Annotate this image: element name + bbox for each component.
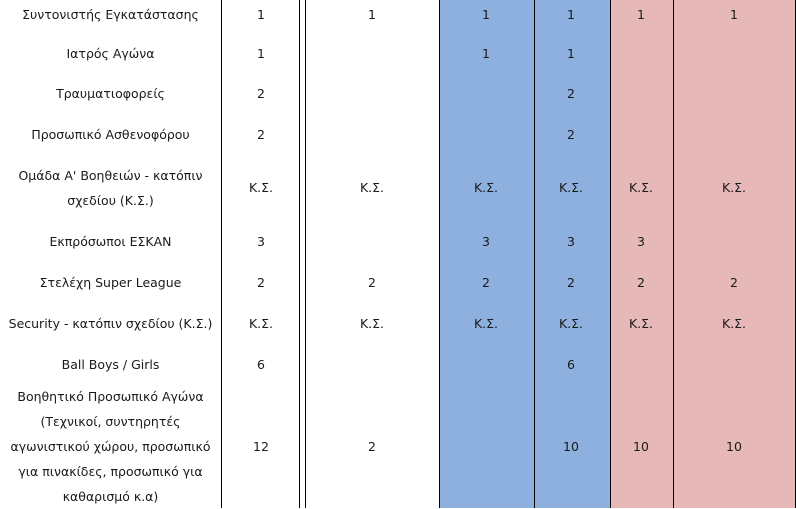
role-cell: Συντονιστής Εγκατάστασης [22,6,199,22]
value-cell [611,73,671,114]
value-cell [704,32,764,74]
value-cell [704,114,764,155]
value-cell: Κ.Σ. [473,316,499,331]
value-cell [704,73,764,114]
value-cell: Κ.Σ. [628,316,654,331]
role-cell: Ομάδα Α' Βοηθειών - κατόπιν σχεδίου (Κ.Σ… [18,167,203,208]
value-cell: 2 [257,275,265,290]
pink-column-b [673,0,796,508]
value-cell: 3 [482,233,490,249]
role-cell: Ιατρός Αγώνα [66,45,155,61]
value-cell: 1 [257,6,265,22]
value-cell: Κ.Σ. [721,316,747,331]
value-cell [342,344,402,385]
value-cell: Κ.Σ. [558,180,584,195]
table-row: Στελέχη Super League 2 2 2 2 2 2 [0,262,796,303]
value-cell: Κ.Σ. [359,180,385,195]
value-cell: 3 [637,233,645,249]
value-cell: 3 [567,233,575,249]
value-cell [456,73,516,114]
table-row: Βοηθητικό Προσωπικό Αγώνα (Τεχνικοί, συν… [0,385,796,508]
value-cell: 6 [567,357,575,372]
value-cell: Κ.Σ. [248,180,274,195]
value-cell [704,344,764,385]
value-cell: 1 [257,45,265,61]
grid-line [673,0,674,508]
value-cell: 2 [368,439,376,454]
value-cell: 6 [257,357,265,372]
grid-line [610,0,611,508]
role-cell: Security - κατόπιν σχεδίου (Κ.Σ.) [8,316,213,331]
role-cell: Στελέχη Super League [39,275,182,290]
value-cell [704,220,764,262]
value-cell [342,32,402,74]
value-cell: 2 [567,86,575,101]
value-cell: 2 [257,127,265,142]
value-cell [342,73,402,114]
table-row: Security - κατόπιν σχεδίου (Κ.Σ.) Κ.Σ. Κ.Σ… [0,303,796,344]
value-cell: 2 [368,275,376,290]
value-cell: 10 [633,439,649,454]
value-cell [456,114,516,155]
value-cell: Κ.Σ. [248,316,274,331]
grid-line [439,0,440,508]
grid-line [299,0,300,508]
value-cell: 10 [563,439,579,454]
role-cell: Ball Boys / Girls [61,357,160,372]
value-cell [456,344,516,385]
table-row: Ball Boys / Girls 6 6 [0,344,796,385]
value-cell [611,344,671,385]
value-cell: 2 [637,275,645,290]
value-cell [342,114,402,155]
blue-column-b [534,0,610,508]
value-cell: 10 [726,439,742,454]
value-cell [456,385,516,508]
role-cell: Τραυματιοφορείς [56,86,165,101]
table-row: Τραυματιοφορείς 2 2 [0,73,796,114]
role-cell: Βοηθητικό Προσωπικό Αγώνα (Τεχνικοί, συν… [10,389,211,504]
value-cell [611,114,671,155]
pink-column-a [610,0,673,508]
blue-column-a [439,0,534,508]
value-cell: 1 [482,6,490,22]
value-cell: 1 [567,6,575,22]
value-cell: 2 [257,86,265,101]
value-cell: 2 [567,127,575,142]
value-cell: 3 [257,233,265,249]
value-cell [611,32,671,74]
value-cell: 2 [567,275,575,290]
value-cell: 1 [567,45,575,61]
value-cell: Κ.Σ. [473,180,499,195]
grid-line [534,0,535,508]
table-row: Ομάδα Α' Βοηθειών - κατόπιν σχεδίου (Κ.Σ… [0,155,796,220]
grid-line [305,0,306,508]
table-row: Προσωπικό Ασθενοφόρου 2 2 [0,114,796,155]
value-cell: 1 [482,45,490,61]
table-row: Εκπρόσωποι ΕΣΚΑΝ 3 3 3 3 [0,220,796,262]
value-cell: Κ.Σ. [721,180,747,195]
grid-line [221,0,222,508]
value-cell: Κ.Σ. [558,316,584,331]
role-cell: Εκπρόσωποι ΕΣΚΑΝ [49,233,172,249]
value-cell: 1 [637,6,645,22]
value-cell: 2 [482,275,490,290]
value-cell [342,220,402,262]
value-cell: Κ.Σ. [359,316,385,331]
value-cell: 1 [730,6,738,22]
value-cell: 2 [730,275,738,290]
value-cell: 12 [253,439,269,454]
value-cell: 1 [368,6,376,22]
role-cell: Προσωπικό Ασθενοφόρου [31,127,190,142]
value-cell: Κ.Σ. [628,180,654,195]
table-row: Συντονιστής Εγκατάστασης 1 1 1 1 1 1 [0,0,796,28]
table-row: Ιατρός Αγώνα 1 1 1 [0,32,796,74]
